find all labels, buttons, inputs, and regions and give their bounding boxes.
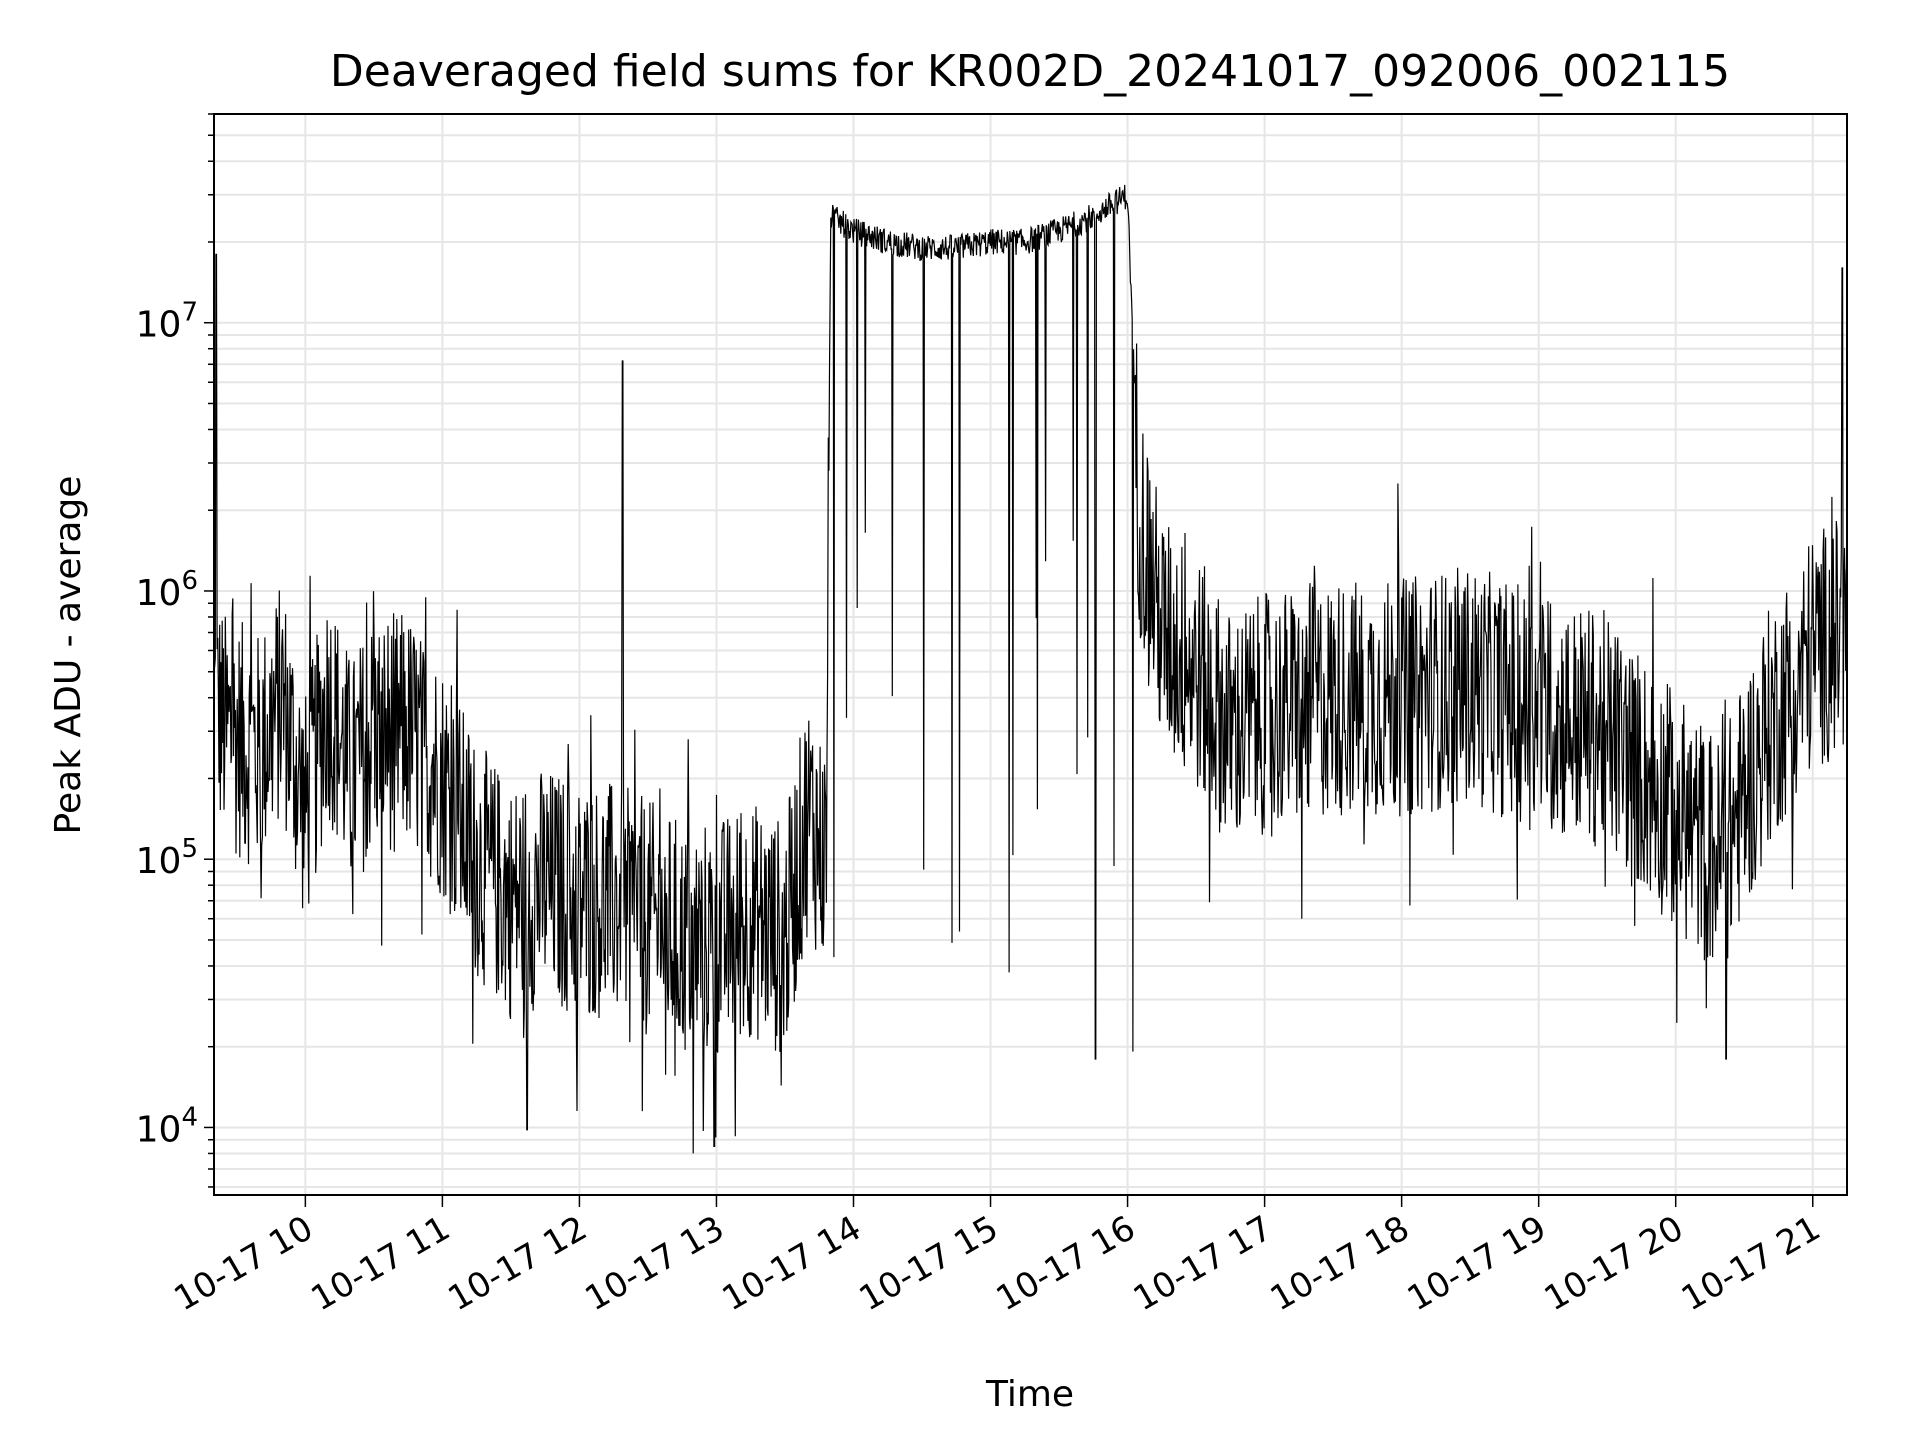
y-tick-exponent: 7 — [181, 298, 198, 328]
y-tick-label: 106 — [136, 566, 198, 614]
y-tick-base: 10 — [136, 841, 182, 882]
y-tick-base: 10 — [136, 573, 182, 614]
y-tick-exponent: 5 — [181, 834, 198, 864]
y-tick-base: 10 — [136, 305, 182, 346]
y-tick-label: 105 — [136, 834, 198, 882]
y-tick-exponent: 4 — [181, 1102, 198, 1132]
x-axis-label: Time — [985, 1374, 1074, 1415]
y-tick-label: 104 — [136, 1102, 198, 1150]
y-tick-base: 10 — [136, 1109, 182, 1150]
plot-area — [213, 184, 1848, 1154]
y-axis-label: Peak ADU - average — [48, 476, 89, 835]
y-tick-exponent: 6 — [181, 566, 198, 596]
axes-frame — [213, 113, 1848, 1196]
chart-title: Deaveraged field sums for KR002D_2024101… — [330, 46, 1730, 97]
y-tick-label: 107 — [136, 298, 198, 346]
series-line — [213, 184, 1848, 1154]
